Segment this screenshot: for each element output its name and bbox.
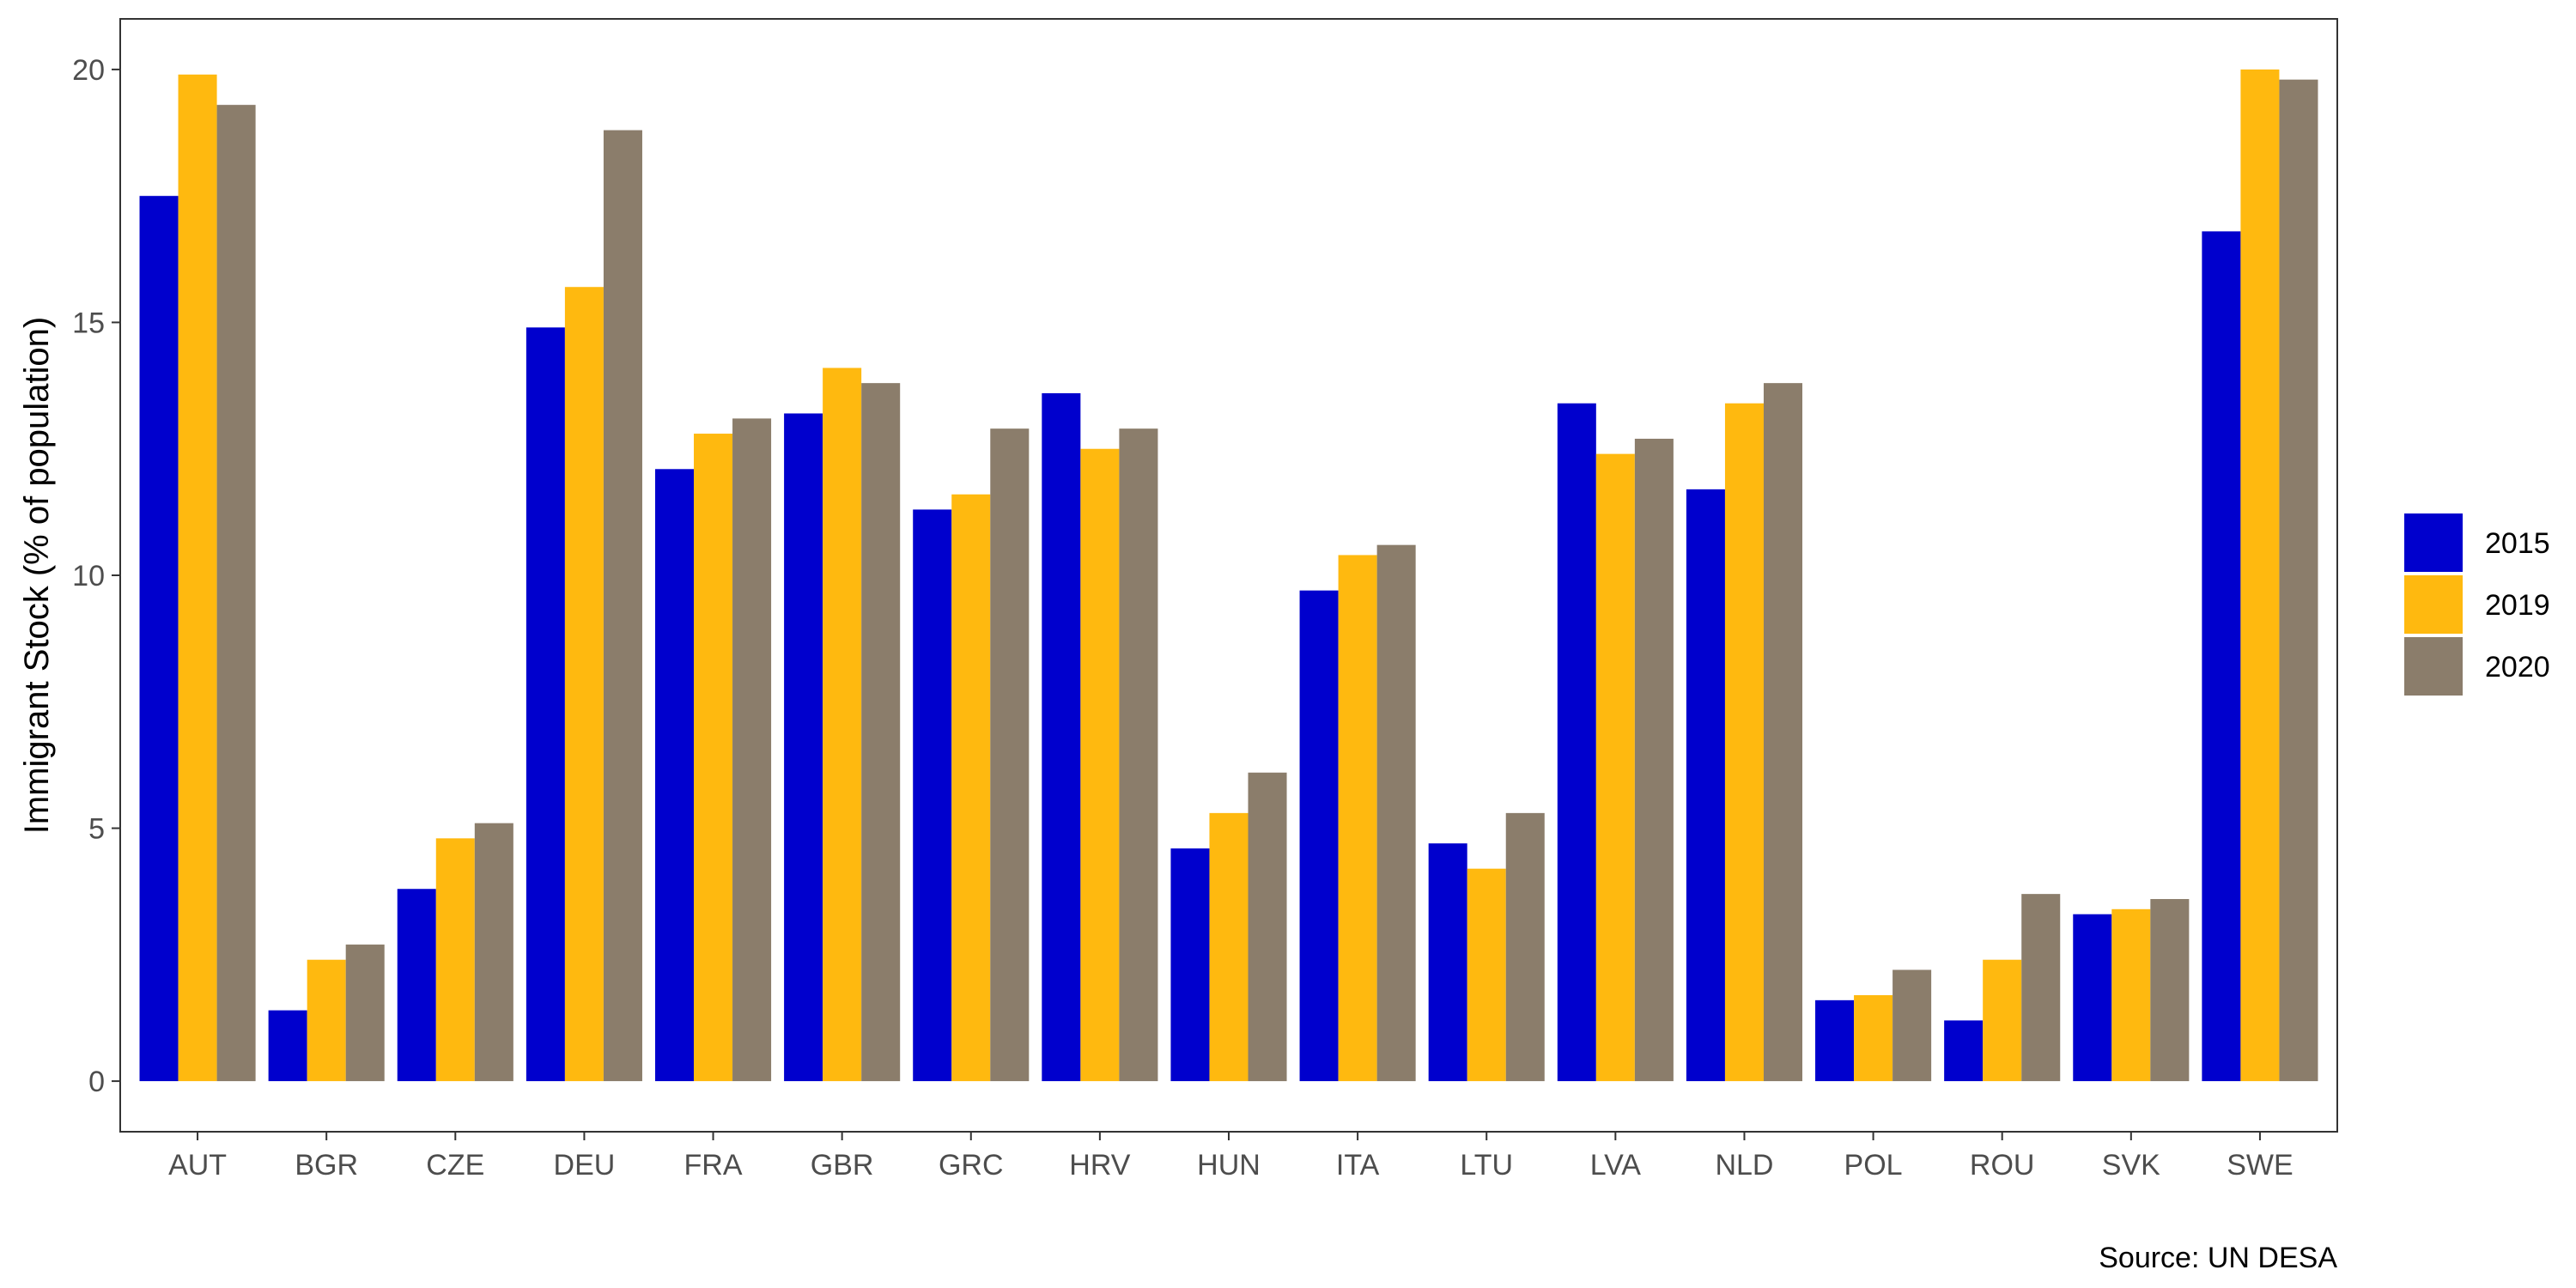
x-tick-label-svk: SVK [2102, 1149, 2160, 1182]
bar-aut-2020 [216, 105, 256, 1082]
bar-deu-2019 [564, 287, 604, 1082]
bar-bgr-2019 [307, 959, 346, 1082]
bar-pol-2019 [1854, 994, 1893, 1082]
bar-deu-2020 [603, 130, 642, 1082]
bar-grc-2015 [913, 509, 952, 1082]
x-tick-label-hun: HUN [1197, 1149, 1261, 1182]
bar-pol-2020 [1893, 969, 1932, 1082]
y-axis-title: Immigrant Stock (% of population) [18, 317, 56, 834]
bar-rou-2019 [1983, 959, 2022, 1082]
bar-hun-2019 [1209, 812, 1249, 1082]
bar-swe-2020 [2279, 79, 2318, 1082]
bar-fra-2019 [694, 434, 733, 1082]
bar-ita-2019 [1338, 555, 1377, 1082]
bar-svk-2020 [2150, 899, 2190, 1082]
bar-grc-2019 [951, 494, 991, 1082]
legend-key-2015 [2404, 513, 2463, 572]
bar-ltu-2015 [1428, 843, 1467, 1082]
x-tick-label-pol: POL [1844, 1149, 1903, 1182]
x-tick-label-rou: ROU [1970, 1149, 2035, 1182]
bar-cze-2020 [474, 823, 513, 1082]
legend-key-2020 [2404, 637, 2463, 696]
y-tick-label: 5 [88, 813, 105, 846]
bar-lva-2019 [1595, 453, 1635, 1082]
y-tick-label: 20 [72, 54, 105, 87]
legend-label-2015: 2015 [2485, 527, 2550, 560]
x-tick-label-nld: NLD [1715, 1149, 1773, 1182]
bar-ita-2015 [1299, 590, 1339, 1082]
x-tick-label-fra: FRA [684, 1149, 743, 1182]
bar-ita-2020 [1376, 544, 1416, 1082]
legend-label-2019: 2019 [2485, 589, 2550, 622]
y-tick-label: 0 [88, 1066, 105, 1098]
bar-pol-2015 [1815, 999, 1855, 1082]
x-tick-label-ltu: LTU [1460, 1149, 1513, 1182]
bar-hrv-2020 [1119, 428, 1158, 1082]
x-tick-label-lva: LVA [1590, 1149, 1642, 1182]
bar-ltu-2019 [1467, 868, 1506, 1082]
bars-layer [139, 69, 2318, 1082]
bar-bgr-2015 [268, 1010, 307, 1082]
legend: 2015 2019 2020 [2404, 513, 2550, 696]
x-tick-label-aut: AUT [168, 1149, 227, 1182]
x-tick-label-cze: CZE [426, 1149, 484, 1182]
bar-nld-2020 [1763, 383, 1803, 1082]
bar-hrv-2019 [1080, 448, 1120, 1082]
bar-svk-2019 [2111, 908, 2151, 1082]
bar-cze-2015 [397, 889, 436, 1082]
bar-lva-2020 [1634, 438, 1674, 1082]
bar-nld-2015 [1686, 489, 1725, 1082]
bar-fra-2020 [732, 418, 772, 1082]
x-axis: AUT BGR CZE DEU FRA GBR GRC HRV HUN ITA LTU LVA NLD P… [168, 1132, 2293, 1182]
bar-cze-2019 [435, 838, 475, 1082]
bar-ltu-2020 [1505, 812, 1545, 1082]
y-tick-label: 10 [72, 560, 105, 592]
x-tick-label-ita: ITA [1336, 1149, 1380, 1182]
bar-lva-2015 [1557, 403, 1596, 1082]
x-tick-label-swe: SWE [2227, 1149, 2293, 1182]
x-tick-label-deu: DEU [554, 1149, 616, 1182]
bar-rou-2015 [1944, 1020, 1984, 1082]
bar-aut-2015 [139, 196, 179, 1082]
x-tick-label-gbr: GBR [811, 1149, 874, 1182]
bar-bgr-2020 [345, 945, 385, 1082]
bar-grc-2020 [990, 428, 1030, 1082]
bar-gbr-2015 [784, 413, 823, 1082]
x-tick-label-bgr: BGR [295, 1149, 358, 1182]
bar-fra-2015 [654, 469, 695, 1082]
bar-hrv-2015 [1042, 392, 1081, 1082]
bar-hun-2015 [1170, 848, 1210, 1082]
bar-nld-2019 [1724, 403, 1764, 1082]
x-tick-label-hrv: HRV [1069, 1149, 1130, 1182]
bar-svk-2015 [2073, 914, 2112, 1082]
bar-swe-2019 [2240, 69, 2280, 1082]
bar-swe-2015 [2202, 231, 2241, 1082]
source-caption: Source: UN DESA [2099, 1242, 2337, 1274]
bar-rou-2020 [2021, 894, 2061, 1082]
legend-key-2019 [2404, 575, 2463, 634]
bar-gbr-2020 [861, 383, 901, 1082]
bar-gbr-2019 [823, 368, 862, 1082]
y-tick-label: 15 [72, 307, 105, 339]
bar-deu-2015 [526, 327, 565, 1082]
bar-hun-2020 [1248, 772, 1287, 1082]
x-tick-label-grc: GRC [939, 1149, 1004, 1182]
legend-label-2020: 2020 [2485, 651, 2550, 683]
bar-aut-2019 [178, 74, 217, 1082]
y-axis: 0 5 10 15 20 [72, 54, 120, 1098]
